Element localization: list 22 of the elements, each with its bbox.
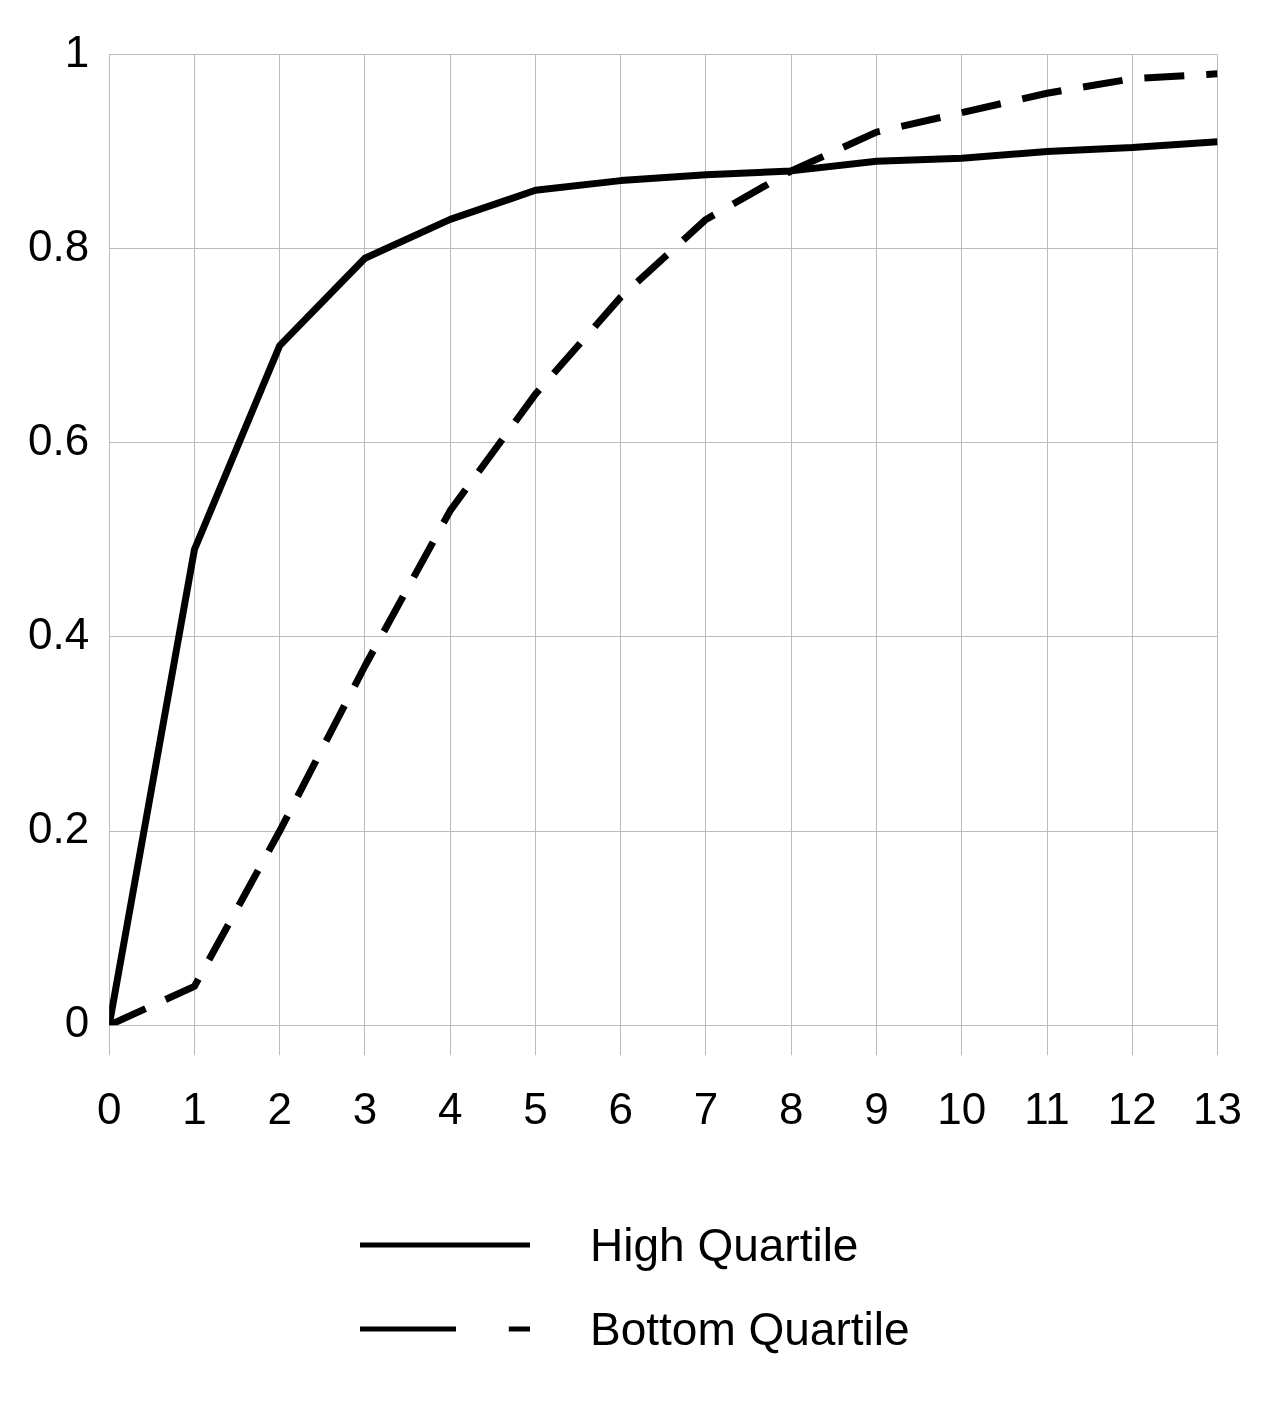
y-tick-label: 0.8: [27, 220, 90, 270]
x-tick-label: 1: [182, 1083, 207, 1133]
x-tick-label: 8: [778, 1083, 804, 1133]
x-tick-label: 2: [267, 1083, 292, 1133]
x-tick-label: 6: [608, 1083, 633, 1133]
x-tick-label: 5: [523, 1083, 548, 1133]
legend-label: High Quartile: [590, 1218, 859, 1272]
y-tick-label: 0: [64, 997, 90, 1047]
y-tick-label: 0.2: [27, 803, 90, 853]
x-tick-label: 12: [1107, 1083, 1157, 1133]
x-tick-label: 9: [864, 1083, 889, 1133]
x-tick-label: 0: [96, 1083, 122, 1133]
y-tick-label: 0.6: [27, 414, 90, 464]
x-tick-label: 3: [352, 1083, 378, 1133]
x-tick-label: 7: [693, 1083, 719, 1133]
legend-label: Bottom Quartile: [590, 1302, 910, 1356]
x-tick-label: 11: [1024, 1083, 1070, 1133]
x-tick-label: 4: [437, 1083, 463, 1133]
x-tick-label: 10: [937, 1083, 987, 1133]
x-tick-label: 13: [1193, 1083, 1243, 1133]
y-tick-label: 1: [64, 26, 90, 76]
y-tick-label: 0.4: [27, 609, 90, 659]
